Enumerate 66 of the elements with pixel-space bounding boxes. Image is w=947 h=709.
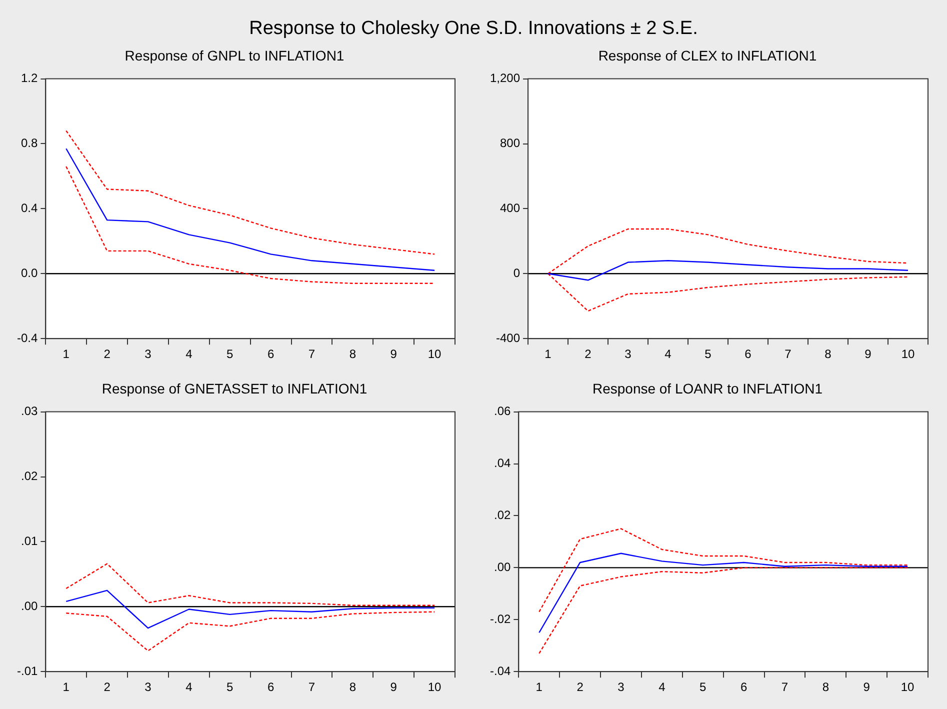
x-tick-label: 4 bbox=[186, 347, 193, 362]
x-tick-label: 5 bbox=[226, 680, 234, 694]
y-tick-label: 1.2 bbox=[20, 71, 38, 86]
x-tick-label: 9 bbox=[863, 680, 870, 694]
x-tick-label: 6 bbox=[744, 347, 752, 362]
chart-title: Response of CLEX to INFLATION1 bbox=[598, 47, 817, 64]
y-tick-label: 0.0 bbox=[20, 266, 38, 280]
x-tick-label: 3 bbox=[618, 680, 625, 694]
x-tick-label: 2 bbox=[584, 347, 592, 362]
x-tick-label: 6 bbox=[267, 680, 274, 694]
y-tick-label: 0.8 bbox=[20, 136, 38, 150]
x-tick-label: 4 bbox=[186, 680, 193, 694]
x-tick-label: 4 bbox=[664, 347, 672, 362]
x-tick-label: 1 bbox=[544, 347, 552, 362]
text: Response to Cholesky One S.D. Innovations ± 2 S.E. bbox=[248, 18, 699, 40]
y-tick-label: -.02 bbox=[490, 612, 511, 626]
y-tick-label: 400 bbox=[500, 201, 520, 216]
x-tick-label: 9 bbox=[390, 347, 398, 362]
y-tick-label: .06 bbox=[494, 404, 511, 418]
x-tick-label: 7 bbox=[784, 347, 792, 362]
chart-title: Response of GNETASSET to INFLATION1 bbox=[102, 380, 368, 396]
x-tick-label: 4 bbox=[658, 680, 666, 694]
x-tick-label: 2 bbox=[576, 680, 584, 694]
x-tick-label: 9 bbox=[864, 347, 872, 362]
y-tick-label: 800 bbox=[500, 136, 520, 150]
x-tick-label: 10 bbox=[900, 680, 915, 694]
x-tick-label: 1 bbox=[536, 680, 543, 694]
x-tick-label: 7 bbox=[308, 347, 316, 362]
y-tick-label: -.01 bbox=[16, 664, 38, 678]
x-tick-label: 8 bbox=[822, 680, 830, 694]
x-tick-label: 7 bbox=[308, 680, 316, 694]
x-tick-label: 10 bbox=[428, 347, 442, 362]
y-tick-label: -400 bbox=[496, 330, 520, 345]
x-tick-label: 8 bbox=[349, 347, 356, 362]
x-tick-label: 3 bbox=[144, 680, 152, 694]
x-tick-label: 10 bbox=[428, 680, 442, 694]
x-tick-label: 3 bbox=[624, 347, 632, 362]
x-tick-label: 6 bbox=[267, 347, 274, 362]
y-tick-label: 0.4 bbox=[20, 201, 38, 216]
chart-title: Response of GNPL to INFLATION1 bbox=[124, 47, 344, 64]
x-tick-label: 5 bbox=[700, 680, 707, 694]
y-tick-label: .02 bbox=[20, 469, 38, 484]
y-tick-label: .04 bbox=[494, 456, 511, 470]
x-tick-label: 1 bbox=[62, 680, 70, 694]
y-tick-label: .03 bbox=[20, 404, 38, 418]
y-tick-label: 1,200 bbox=[490, 71, 520, 86]
y-tick-label: .02 bbox=[494, 508, 511, 522]
y-tick-label: .00 bbox=[494, 560, 511, 574]
x-tick-label: 5 bbox=[704, 347, 712, 362]
y-tick-label: .00 bbox=[20, 598, 38, 613]
x-tick-label: 3 bbox=[144, 347, 152, 362]
y-tick-label: -0.4 bbox=[16, 330, 38, 345]
chart-title: Response of LOANR to INFLATION1 bbox=[592, 380, 823, 396]
x-tick-label: 5 bbox=[226, 347, 234, 362]
x-tick-label: 2 bbox=[104, 680, 111, 694]
x-tick-label: 9 bbox=[390, 680, 398, 694]
x-tick-label: 7 bbox=[781, 680, 788, 694]
x-tick-label: 1 bbox=[62, 347, 70, 362]
y-tick-label: 0 bbox=[513, 266, 520, 280]
y-tick-label: .01 bbox=[20, 534, 38, 548]
y-tick-label: -.04 bbox=[490, 664, 511, 678]
x-tick-label: 8 bbox=[824, 347, 832, 362]
x-tick-label: 2 bbox=[104, 347, 111, 362]
x-tick-label: 6 bbox=[740, 680, 748, 694]
x-tick-label: 8 bbox=[349, 680, 356, 694]
x-tick-label: 10 bbox=[901, 347, 915, 362]
